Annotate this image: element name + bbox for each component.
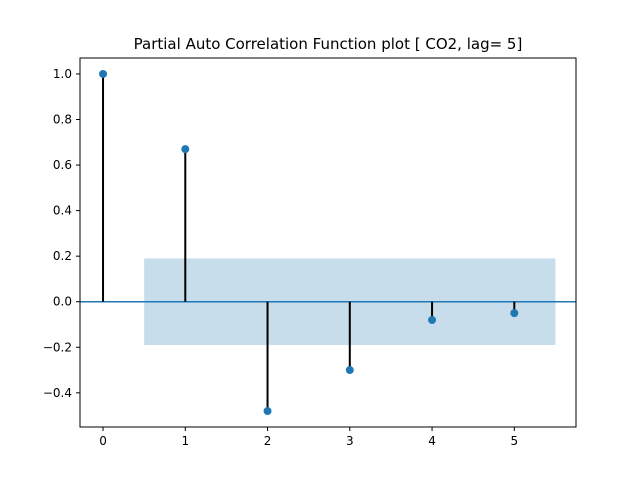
- x-tick-label: 3: [346, 434, 354, 448]
- x-tick-label: 5: [510, 434, 518, 448]
- x-tick-label: 1: [181, 434, 189, 448]
- y-tick-label: −0.4: [43, 386, 72, 400]
- plot-area: 0 1 2 3 4 5 −0.4 −0.2 0.0 0.2 0.4 0.6 0.8 1.0: [43, 57, 577, 448]
- data-point-1: [181, 145, 190, 154]
- x-tick-label: 0: [99, 434, 107, 448]
- x-tick-label: 4: [428, 434, 436, 448]
- chart-title: Partial Auto Correlation Function plot […: [134, 35, 523, 53]
- x-tick-label: 2: [264, 434, 272, 448]
- y-tick-label: 0.4: [53, 204, 72, 218]
- y-tick-label: 0.6: [53, 158, 72, 172]
- y-tick-label: −0.2: [43, 340, 72, 354]
- y-tick-label: 1.0: [53, 67, 72, 81]
- axes-frame: [79, 57, 577, 428]
- y-tick-label: 0.8: [53, 113, 72, 127]
- data-point-5: [510, 309, 519, 318]
- y-tick-label: 0.2: [53, 249, 72, 263]
- data-point-2: [263, 407, 272, 416]
- data-point-4: [428, 315, 437, 324]
- data-point-0: [99, 69, 108, 78]
- data-point-3: [345, 366, 354, 375]
- y-tick-label: 0.0: [53, 295, 72, 309]
